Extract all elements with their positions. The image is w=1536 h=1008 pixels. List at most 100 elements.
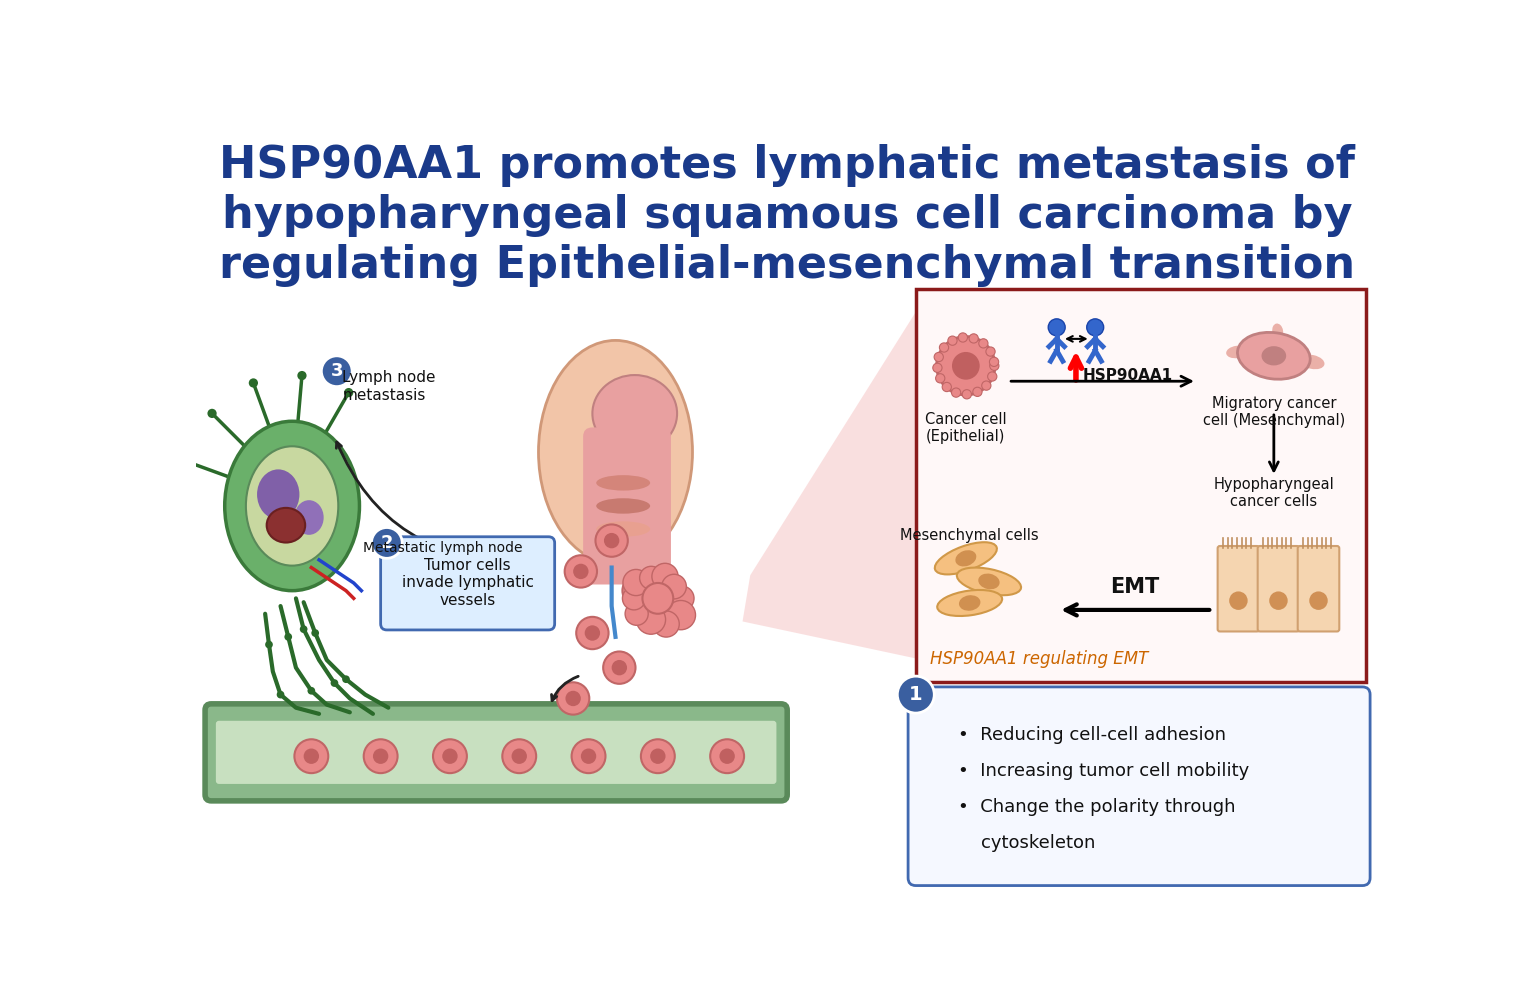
Circle shape bbox=[653, 611, 679, 637]
FancyBboxPatch shape bbox=[908, 686, 1370, 886]
Circle shape bbox=[978, 339, 988, 348]
Circle shape bbox=[897, 676, 934, 713]
Text: HSP90AA1: HSP90AA1 bbox=[1083, 368, 1174, 383]
Ellipse shape bbox=[596, 498, 650, 514]
Circle shape bbox=[565, 555, 598, 588]
Ellipse shape bbox=[1272, 324, 1283, 339]
Text: Lymph node
metastasis: Lymph node metastasis bbox=[343, 370, 436, 403]
Circle shape bbox=[565, 690, 581, 707]
Circle shape bbox=[670, 586, 694, 611]
Circle shape bbox=[958, 333, 968, 342]
Polygon shape bbox=[742, 311, 915, 658]
Text: Migratory cancer
cell (Mesenchymal): Migratory cancer cell (Mesenchymal) bbox=[1203, 396, 1346, 428]
Ellipse shape bbox=[224, 421, 359, 591]
Circle shape bbox=[937, 337, 995, 395]
Ellipse shape bbox=[593, 375, 677, 452]
Ellipse shape bbox=[935, 542, 997, 575]
Circle shape bbox=[934, 353, 943, 362]
Circle shape bbox=[442, 749, 458, 764]
Text: Cancer cell
(Epithelial): Cancer cell (Epithelial) bbox=[925, 412, 1006, 445]
Circle shape bbox=[585, 625, 601, 641]
Circle shape bbox=[1087, 319, 1104, 336]
Circle shape bbox=[935, 374, 945, 383]
Ellipse shape bbox=[596, 521, 650, 536]
Ellipse shape bbox=[1309, 592, 1327, 610]
FancyBboxPatch shape bbox=[217, 721, 776, 784]
Circle shape bbox=[667, 601, 696, 630]
Circle shape bbox=[636, 605, 665, 634]
Ellipse shape bbox=[1238, 333, 1310, 379]
Circle shape bbox=[989, 361, 998, 371]
Text: 2: 2 bbox=[381, 534, 393, 552]
Text: Mesenchymal cells: Mesenchymal cells bbox=[900, 528, 1038, 543]
Circle shape bbox=[364, 739, 398, 773]
Ellipse shape bbox=[246, 447, 338, 565]
Circle shape bbox=[969, 334, 978, 343]
Circle shape bbox=[207, 409, 217, 418]
Circle shape bbox=[571, 739, 605, 773]
Circle shape bbox=[624, 570, 650, 596]
Circle shape bbox=[651, 563, 677, 590]
FancyBboxPatch shape bbox=[206, 704, 786, 801]
Circle shape bbox=[989, 357, 998, 367]
Circle shape bbox=[312, 629, 319, 637]
Circle shape bbox=[304, 749, 319, 764]
Circle shape bbox=[972, 387, 982, 396]
Circle shape bbox=[576, 617, 608, 649]
Text: 3: 3 bbox=[330, 362, 343, 380]
Ellipse shape bbox=[1226, 346, 1247, 358]
Circle shape bbox=[581, 749, 596, 764]
Text: •  Change the polarity through: • Change the polarity through bbox=[958, 798, 1235, 816]
Circle shape bbox=[982, 381, 991, 390]
Text: •  Reducing cell-cell adhesion: • Reducing cell-cell adhesion bbox=[958, 726, 1226, 744]
Text: cytoskeleton: cytoskeleton bbox=[958, 835, 1095, 852]
Circle shape bbox=[639, 566, 662, 590]
Circle shape bbox=[986, 347, 995, 356]
Circle shape bbox=[1048, 319, 1064, 336]
Ellipse shape bbox=[539, 341, 693, 563]
Circle shape bbox=[622, 575, 654, 607]
Ellipse shape bbox=[957, 568, 1021, 596]
Ellipse shape bbox=[1229, 592, 1247, 610]
Circle shape bbox=[641, 739, 674, 773]
Text: •  Increasing tumor cell mobility: • Increasing tumor cell mobility bbox=[958, 762, 1249, 780]
Circle shape bbox=[604, 533, 619, 548]
Ellipse shape bbox=[267, 508, 306, 542]
Circle shape bbox=[276, 690, 284, 699]
Circle shape bbox=[295, 739, 329, 773]
Circle shape bbox=[988, 372, 997, 381]
Circle shape bbox=[650, 749, 665, 764]
Circle shape bbox=[932, 363, 942, 372]
Circle shape bbox=[948, 336, 957, 346]
Circle shape bbox=[343, 675, 350, 683]
Circle shape bbox=[433, 739, 467, 773]
Circle shape bbox=[558, 682, 590, 715]
Text: Hypopharyngeal
cancer cells: Hypopharyngeal cancer cells bbox=[1213, 477, 1335, 509]
Circle shape bbox=[373, 749, 389, 764]
FancyBboxPatch shape bbox=[381, 536, 554, 630]
Circle shape bbox=[372, 527, 402, 558]
Circle shape bbox=[266, 641, 273, 648]
Circle shape bbox=[502, 739, 536, 773]
Circle shape bbox=[662, 575, 687, 599]
Text: hypopharyngeal squamous cell carcinoma by: hypopharyngeal squamous cell carcinoma b… bbox=[221, 195, 1353, 237]
Circle shape bbox=[321, 356, 352, 387]
Ellipse shape bbox=[1269, 592, 1287, 610]
Ellipse shape bbox=[295, 500, 324, 535]
Circle shape bbox=[596, 524, 628, 556]
Ellipse shape bbox=[1299, 355, 1324, 369]
Circle shape bbox=[604, 651, 636, 683]
Circle shape bbox=[952, 352, 980, 380]
Circle shape bbox=[642, 583, 673, 614]
Ellipse shape bbox=[937, 590, 1001, 616]
Circle shape bbox=[631, 583, 647, 599]
Circle shape bbox=[622, 587, 645, 610]
FancyBboxPatch shape bbox=[1258, 546, 1299, 631]
Circle shape bbox=[249, 378, 258, 387]
Circle shape bbox=[962, 390, 971, 399]
FancyBboxPatch shape bbox=[584, 427, 671, 585]
Text: 1: 1 bbox=[909, 685, 923, 705]
Circle shape bbox=[300, 625, 307, 633]
Text: Tumor cells
invade lymphatic
vessels: Tumor cells invade lymphatic vessels bbox=[401, 558, 533, 608]
Ellipse shape bbox=[257, 470, 300, 519]
